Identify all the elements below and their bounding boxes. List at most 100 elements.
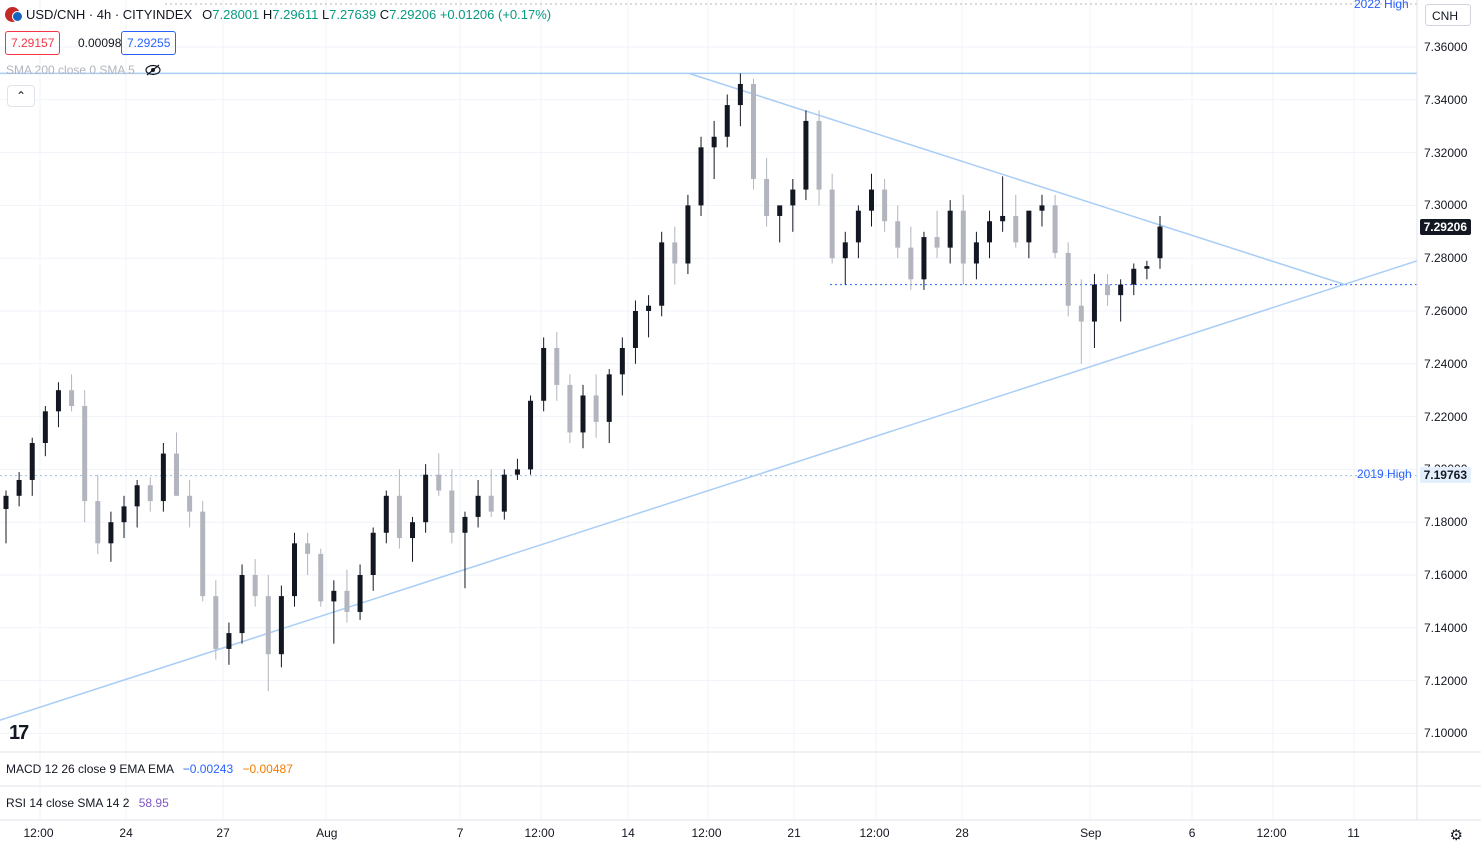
candle-body [82,406,88,502]
candle-body [1131,268,1137,285]
candle-body [278,596,284,655]
time-tick-label: 12:00 [1256,826,1287,840]
macd-legend[interactable]: MACD 12 26 close 9 EMA EMA −0.00243 −0.0… [6,762,293,776]
candle-body [593,395,599,422]
candle-body [1000,215,1006,222]
time-tick-label: 28 [955,826,969,840]
macd-value: −0.00243 [182,762,234,776]
descending-trendline[interactable] [688,72,1346,286]
candle-body [1091,284,1097,322]
sell-button[interactable]: 7.29157 [5,31,61,55]
candle-body [659,242,665,306]
candle-body [318,553,324,602]
candle-body [1052,205,1058,253]
candle-body [436,474,442,491]
symbol-title[interactable]: USD/CNH · 4h · CITYINDEX [26,7,193,22]
candle-body [147,485,153,502]
close-key: C [379,7,390,22]
ascending-trendline[interactable] [0,260,1418,721]
candle-body [842,242,848,259]
candle-body [292,543,297,597]
candle-body [252,575,258,597]
candle-body [632,311,638,348]
price-tick-label: 7.30000 [1424,198,1468,213]
candle-body [947,210,953,248]
price-tick-label: 7.16000 [1424,568,1468,582]
candle-body [724,105,730,137]
level-2022-label: 2022 High [1354,0,1409,11]
time-tick-label: 21 [787,826,801,840]
candle-body [121,506,127,523]
candle-body [1118,284,1124,296]
candle-body [95,501,101,544]
time-tick-label: 12:00 [691,826,722,840]
candle-body [16,479,22,496]
candle-body [3,495,9,509]
candle-body [410,522,416,539]
candle-body [619,347,625,375]
currency-button[interactable]: CNH [1425,4,1471,26]
high-value: 7.29611 [272,7,319,22]
candle-body [134,485,140,507]
close-value: 7.29206 [389,7,437,22]
chevron-up-icon: ⌃ [15,89,27,103]
low-value: 7.27639 [329,7,377,22]
candle-body [973,242,979,264]
candle-body [960,210,966,264]
collapse-legend-button[interactable]: ⌃ [7,85,35,107]
macd-label: MACD 12 26 close 9 EMA EMA [6,762,174,776]
level-2019-tag: 7.19763 [1419,467,1471,483]
time-tick-label: 11 [1347,826,1360,840]
candle-body [921,237,927,280]
time-tick-label: 6 [1188,826,1196,840]
low-key: L [321,7,330,22]
candle-body [606,374,612,422]
candle-body [698,147,704,206]
candle-body [462,516,468,533]
candle-body [423,474,429,523]
price-tick-label: 7.26000 [1424,304,1468,318]
candle-body [528,400,534,470]
candle-body [987,221,993,243]
candle-body [108,522,114,544]
candle-body [1078,305,1084,322]
candle-body [239,575,245,634]
candle-body [69,390,75,407]
candle-body [816,120,822,190]
price-tick-label: 7.18000 [1424,515,1468,530]
price-tick-label: 7.28000 [1424,251,1468,266]
price-tick-label: 7.36000 [1424,40,1468,54]
candle-body [42,411,48,443]
eye-hidden-icon[interactable] [145,64,161,76]
time-tick-label: 27 [216,826,230,840]
level-2019-label: 2019 High [1357,467,1412,481]
candle-body [882,189,888,222]
price-tick-label: 7.10000 [1424,726,1468,741]
time-tick-label: 12:00 [524,826,555,840]
candle-body [29,443,35,480]
candle-body [750,83,756,179]
candle-body [1065,252,1071,306]
time-tick-label: 12:00 [859,826,890,840]
rsi-value: 58.95 [138,796,169,810]
price-tick-label: 7.12000 [1424,673,1468,688]
candle-body [1144,266,1150,269]
candle-body [829,189,835,259]
sma-label: SMA 200 close 0 SMA 5 [6,63,135,77]
settings-gear-icon[interactable]: ⚙ [1449,827,1463,844]
candle-body [213,596,219,649]
candle-body [449,490,455,533]
candle-body [475,495,481,517]
rsi-label: RSI 14 close SMA 14 2 [6,796,130,810]
candle-body [1039,205,1045,211]
candle-body [396,495,402,539]
candle-body [567,384,573,433]
rsi-legend[interactable]: RSI 14 close SMA 14 2 58.95 [6,796,169,810]
candle-body [160,453,166,502]
buy-button[interactable]: 7.29255 [121,31,177,55]
time-tick-label: 12:00 [23,826,54,840]
tradingview-logo[interactable]: 17 [9,722,29,744]
ohlc-values: O7.28001 H7.29611 L7.27639 C7.29206 +0.0… [202,7,551,22]
sma-legend[interactable]: SMA 200 close 0 SMA 5 [6,63,161,77]
